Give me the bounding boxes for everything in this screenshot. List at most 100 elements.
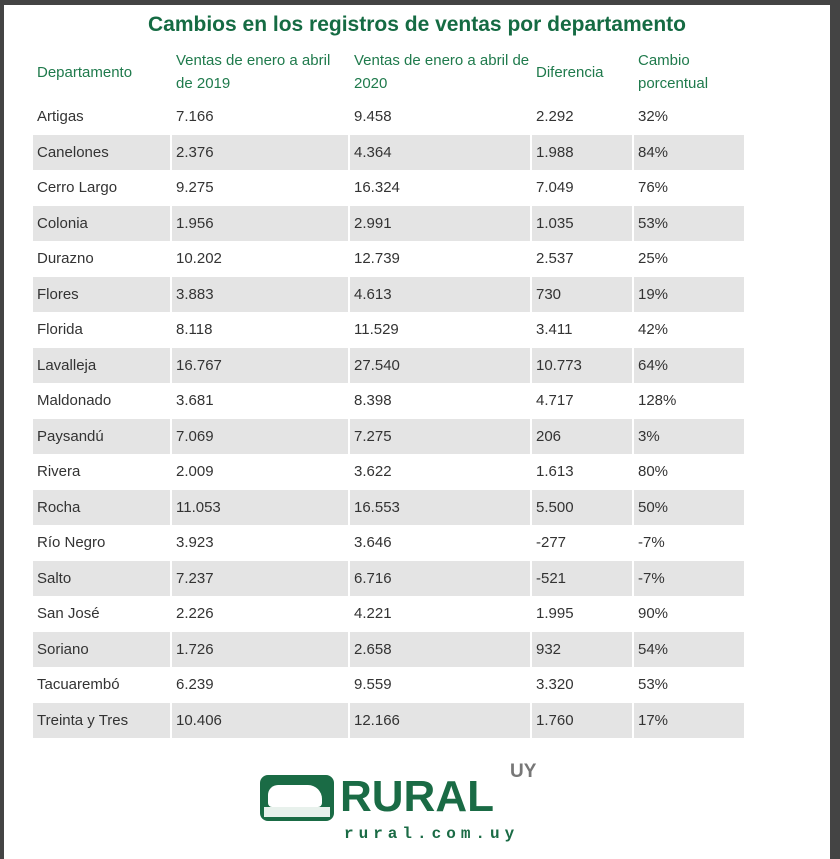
cell-sales-2020: 9.458: [354, 108, 392, 126]
cell-department: Rivera: [37, 463, 81, 481]
cell-department: Cerro Largo: [37, 179, 118, 197]
cell-difference: 10.773: [532, 347, 632, 383]
cell-percent-change: 25%: [638, 250, 669, 268]
column-header: Ventas de enero a abril de 2020: [354, 52, 530, 92]
cell-difference: 206: [532, 418, 632, 454]
cell-sales-2020: 2.991: [350, 205, 530, 241]
cell-sales-2020: 12.166: [350, 702, 530, 738]
cell-sales-2019: 2.226: [176, 605, 214, 623]
cell-department: Salto: [33, 560, 170, 596]
table-row: San José 2.226 4.221 1.995 90%: [33, 596, 744, 632]
cell-sales-2019: 2.009: [176, 463, 214, 481]
infographic: Cambios en los registros de ventas por d…: [4, 5, 830, 859]
cell-department: Flores: [33, 276, 170, 312]
sales-table: Departamento Ventas de enero a abril de …: [33, 45, 744, 738]
cell-sales-2020: 9.559: [354, 676, 392, 694]
column-header: Ventas de enero a abril de 2019: [176, 52, 331, 92]
cell-department: Treinta y Tres: [33, 702, 170, 738]
cell-percent-change: 3%: [634, 418, 744, 454]
cell-difference: 2.292: [536, 108, 574, 126]
cell-department: Paysandú: [33, 418, 170, 454]
cell-sales-2019: 16.767: [172, 347, 348, 383]
cell-percent-change: 128%: [638, 392, 677, 410]
cell-sales-2020: 3.646: [354, 534, 392, 552]
cell-sales-2019: 7.069: [172, 418, 348, 454]
table-row: Cerro Largo 9.275 16.324 7.049 76%: [33, 170, 744, 206]
cell-difference: 4.717: [536, 392, 574, 410]
cell-percent-change: 76%: [638, 179, 669, 197]
cell-sales-2019: 3.883: [172, 276, 348, 312]
cell-sales-2020: 16.324: [354, 179, 400, 197]
cell-department: Rocha: [33, 489, 170, 525]
cell-sales-2019: 8.118: [176, 321, 213, 339]
cell-difference: 730: [532, 276, 632, 312]
table-body: Artigas 7.166 9.458 2.292 32% Canelones 2.376 4…: [33, 99, 744, 738]
table-row: Tacuarembó 6.239 9.559 3.320 53%: [33, 667, 744, 703]
cell-department: Canelones: [33, 134, 170, 170]
cell-percent-change: 53%: [634, 205, 744, 241]
cell-sales-2019: 6.239: [176, 676, 214, 694]
cell-department: Río Negro: [37, 534, 106, 552]
table-row: Treinta y Tres 10.406 12.166 1.760 17%: [33, 702, 744, 738]
cell-sales-2019: 3.923: [176, 534, 214, 552]
table-row: Paysandú 7.069 7.275 206 3%: [33, 418, 744, 454]
cell-sales-2019: 9.275: [176, 179, 214, 197]
cell-percent-change: -7%: [634, 560, 744, 596]
cell-department: Florida: [37, 321, 83, 339]
table-row: Salto 7.237 6.716 -521 -7%: [33, 560, 744, 596]
table-row: Canelones 2.376 4.364 1.988 84%: [33, 134, 744, 170]
column-header: Cambio porcentual: [638, 52, 709, 92]
cell-sales-2019: 2.376: [172, 134, 348, 170]
cell-sales-2019: 10.406: [172, 702, 348, 738]
cell-sales-2019: 3.681: [176, 392, 214, 410]
cell-sales-2020: 8.398: [354, 392, 392, 410]
cell-department: Soriano: [33, 631, 170, 667]
cell-percent-change: 64%: [634, 347, 744, 383]
cell-difference: 7.049: [536, 179, 574, 197]
cell-department: Maldonado: [37, 392, 112, 410]
cell-sales-2020: 2.658: [350, 631, 530, 667]
table-row: Colonia 1.956 2.991 1.035 53%: [33, 205, 744, 241]
cell-sales-2020: 7.275: [350, 418, 530, 454]
cell-difference: 1.760: [532, 702, 632, 738]
logo-brand: RURAL: [340, 772, 494, 821]
cell-department: Tacuarembó: [37, 676, 120, 694]
cell-percent-change: 42%: [638, 321, 669, 339]
cell-sales-2020: 4.221: [354, 605, 392, 623]
cell-percent-change: 50%: [634, 489, 744, 525]
table-row: Maldonado 3.681 8.398 4.717 128%: [33, 383, 744, 419]
cell-difference: 1.613: [536, 463, 574, 481]
cell-percent-change: -7%: [638, 534, 665, 552]
cell-sales-2019: 1.726: [172, 631, 348, 667]
table-row: Artigas 7.166 9.458 2.292 32%: [33, 99, 744, 135]
cell-percent-change: 32%: [638, 108, 669, 126]
page-title: Cambios en los registros de ventas por d…: [148, 13, 686, 36]
cell-difference: 5.500: [532, 489, 632, 525]
cell-department: Durazno: [37, 250, 94, 268]
cell-department: Colonia: [33, 205, 170, 241]
logo-url: rural.com.uy: [344, 825, 520, 843]
cell-sales-2019: 11.053: [172, 489, 348, 525]
cell-difference: 1.035: [532, 205, 632, 241]
cell-sales-2020: 16.553: [350, 489, 530, 525]
cell-department: Lavalleja: [33, 347, 170, 383]
cell-percent-change: 80%: [638, 463, 669, 481]
cell-department: San José: [37, 605, 100, 623]
cell-percent-change: 54%: [634, 631, 744, 667]
cell-percent-change: 84%: [634, 134, 744, 170]
cell-sales-2019: 1.956: [172, 205, 348, 241]
cow-icon: [260, 775, 334, 821]
cell-percent-change: 17%: [634, 702, 744, 738]
cell-sales-2020: 12.739: [354, 250, 400, 268]
table-row: Lavalleja 16.767 27.540 10.773 64%: [33, 347, 744, 383]
cell-difference: -277: [536, 534, 567, 552]
cell-sales-2020: 3.622: [354, 463, 392, 481]
cell-difference: 3.320: [536, 676, 574, 694]
column-header: Departamento: [37, 63, 133, 81]
cell-difference: 2.537: [536, 250, 574, 268]
cell-sales-2019: 7.237: [172, 560, 348, 596]
cell-difference: 1.995: [536, 605, 574, 623]
cell-sales-2020: 4.364: [350, 134, 530, 170]
rural-uy-logo: RURAL UY rural.com.uy: [260, 761, 560, 849]
cell-sales-2019: 10.202: [176, 250, 222, 268]
